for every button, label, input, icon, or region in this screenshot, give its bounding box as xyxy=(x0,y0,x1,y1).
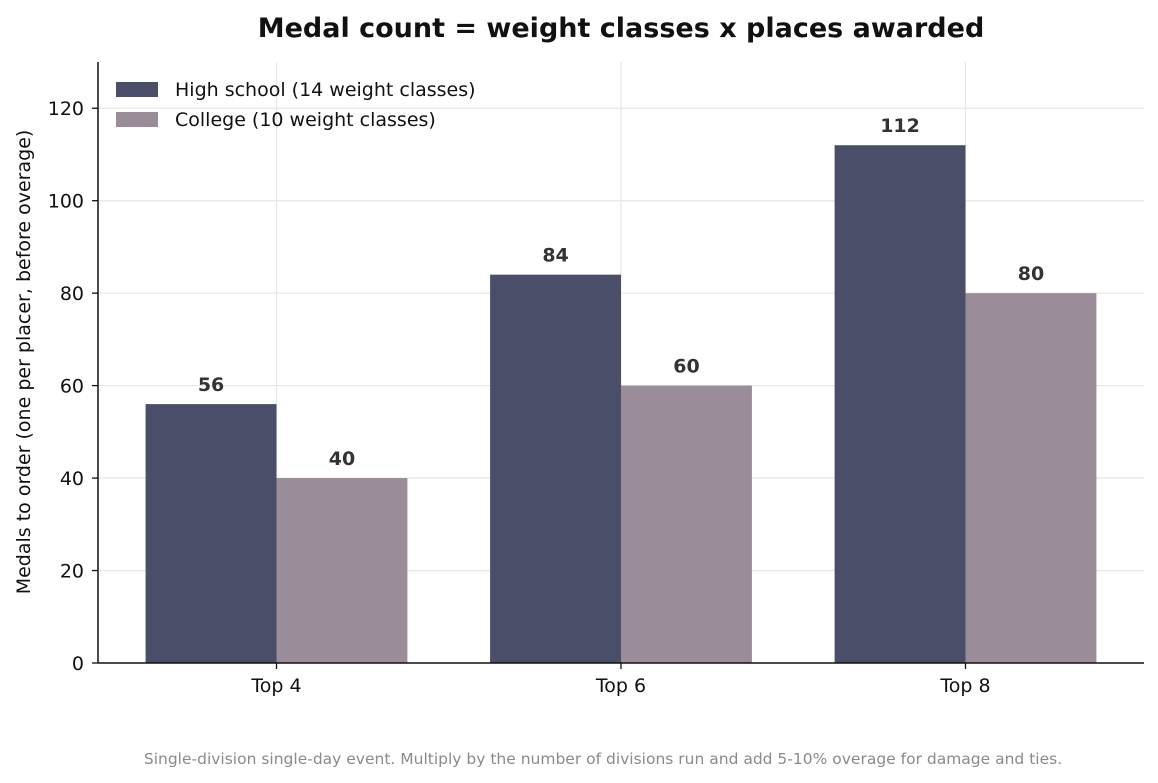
legend-swatch-high-school xyxy=(116,82,158,97)
value-label-series-0-2: 112 xyxy=(880,115,920,137)
y-axis-label: Medals to order (one per placer, before … xyxy=(13,130,35,595)
bar-series-1-2 xyxy=(965,293,1097,663)
value-labels: 56 84 112 40 60 80 xyxy=(198,115,1044,470)
legend-label-college: College (10 weight classes) xyxy=(175,109,436,131)
value-label-series-1-1: 60 xyxy=(673,356,699,378)
chart-title: Medal count = weight classes x places aw… xyxy=(258,13,985,44)
bar-series-0-2 xyxy=(834,145,966,663)
x-tick-label-2: Top 8 xyxy=(939,675,990,697)
y-tick-label-20: 20 xyxy=(60,561,84,583)
value-label-series-0-0: 56 xyxy=(198,374,224,396)
bar-series-1-1 xyxy=(621,385,752,663)
bar-series-0-1 xyxy=(490,274,621,663)
y-axis-ticks: 0 20 40 60 80 100 120 xyxy=(48,98,98,675)
value-label-series-1-0: 40 xyxy=(329,448,355,470)
y-tick-label-100: 100 xyxy=(48,191,84,213)
bar-series-1-0 xyxy=(276,478,408,663)
y-tick-label-0: 0 xyxy=(72,653,84,675)
y-tick-label-40: 40 xyxy=(60,468,84,490)
bars xyxy=(145,145,1097,663)
chart-caption: Single-division single-day event. Multip… xyxy=(144,750,1062,768)
value-label-series-0-1: 84 xyxy=(542,245,568,267)
legend: High school (14 weight classes) College … xyxy=(116,79,476,131)
value-label-series-1-2: 80 xyxy=(1018,263,1044,285)
x-tick-label-0: Top 4 xyxy=(250,675,301,697)
legend-label-high-school: High school (14 weight classes) xyxy=(175,79,476,101)
legend-swatch-college xyxy=(116,112,158,127)
x-tick-label-1: Top 6 xyxy=(595,675,646,697)
y-tick-label-120: 120 xyxy=(48,98,84,120)
y-tick-label-60: 60 xyxy=(60,376,84,398)
y-tick-label-80: 80 xyxy=(60,283,84,305)
bar-series-0-0 xyxy=(145,404,277,663)
x-axis-ticks: Top 4 Top 6 Top 8 xyxy=(250,663,991,697)
